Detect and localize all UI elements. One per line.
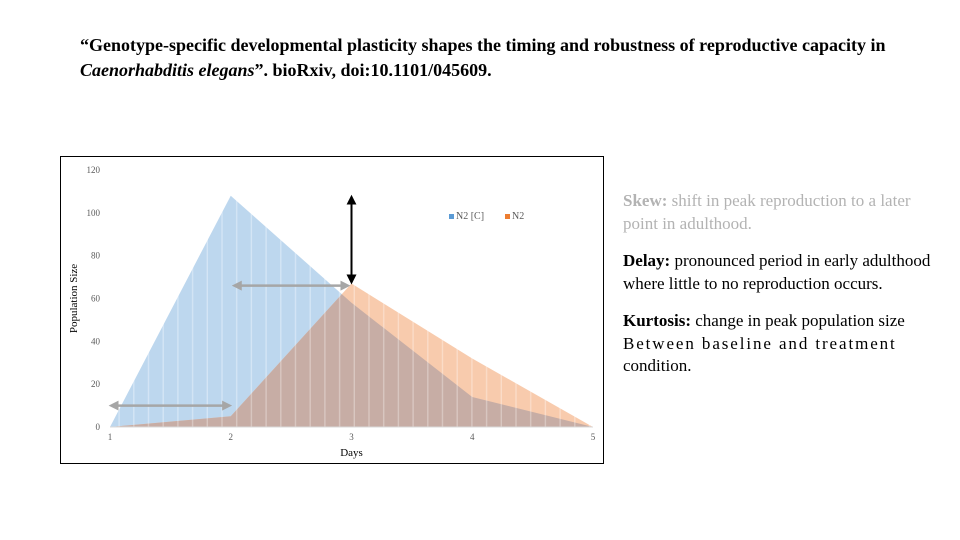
y-axis-ticks: 0 20 40 60 80 100 120 (87, 165, 101, 432)
y-axis-title: Population Size (68, 264, 80, 333)
x-axis-ticks: 1 2 3 4 5 (108, 432, 596, 442)
legend-swatch-n2 (505, 214, 510, 219)
delay-term: Delay: (623, 251, 671, 270)
legend-swatch-n2-c (449, 214, 454, 219)
skew-text: shift in peak reproduction to a later po… (623, 191, 911, 233)
kurtosis-text-line2: Between baseline and treatment (623, 333, 897, 353)
delay-definition: Delay: pronounced period in early adulth… (623, 250, 943, 295)
y-tick-label: 80 (91, 251, 101, 261)
x-tick-label: 4 (470, 432, 475, 442)
x-tick-label: 5 (591, 432, 596, 442)
legend-label-n2: N2 (512, 211, 524, 222)
kurtosis-definition: Kurtosis: change in peak population size… (623, 310, 943, 378)
kurtosis-text: change in peak population size (691, 311, 905, 330)
x-tick-label: 2 (229, 432, 234, 442)
y-tick-label: 40 (91, 336, 101, 346)
x-tick-label: 3 (349, 432, 354, 442)
y-tick-label: 20 (91, 379, 101, 389)
skew-definition: Skew: shift in peak reproduction to a la… (623, 190, 943, 235)
y-tick-label: 100 (87, 208, 101, 218)
y-tick-label: 120 (87, 165, 101, 175)
citation-text: “Genotype-specific developmental plastic… (80, 35, 886, 55)
kurtosis-text-line3: condition. (623, 356, 692, 375)
y-tick-label: 60 (91, 294, 101, 304)
citation-doi: ”. bioRxiv, doi:10.1101/045609. (254, 60, 492, 80)
definitions-panel: Skew: shift in peak reproduction to a la… (623, 190, 943, 393)
species-name: Caenorhabditis elegans (80, 60, 255, 80)
skew-term: Skew: (623, 191, 668, 210)
x-tick-label: 1 (108, 432, 113, 442)
citation: “Genotype-specific developmental plastic… (80, 33, 920, 83)
chart-frame: 0 20 40 60 80 100 120 1 2 3 4 5 Days Population Si… (60, 156, 604, 464)
kurtosis-term: Kurtosis: (623, 311, 691, 330)
delay-text: pronounced period in early adulthood whe… (623, 251, 931, 293)
legend: N2 [C] N2 (449, 211, 524, 222)
y-tick-label: 0 (96, 422, 101, 432)
population-chart: 0 20 40 60 80 100 120 1 2 3 4 5 Days Population Si… (68, 165, 596, 459)
x-axis-title: Days (340, 447, 363, 459)
legend-label-n2-c: N2 [C] (456, 211, 484, 222)
